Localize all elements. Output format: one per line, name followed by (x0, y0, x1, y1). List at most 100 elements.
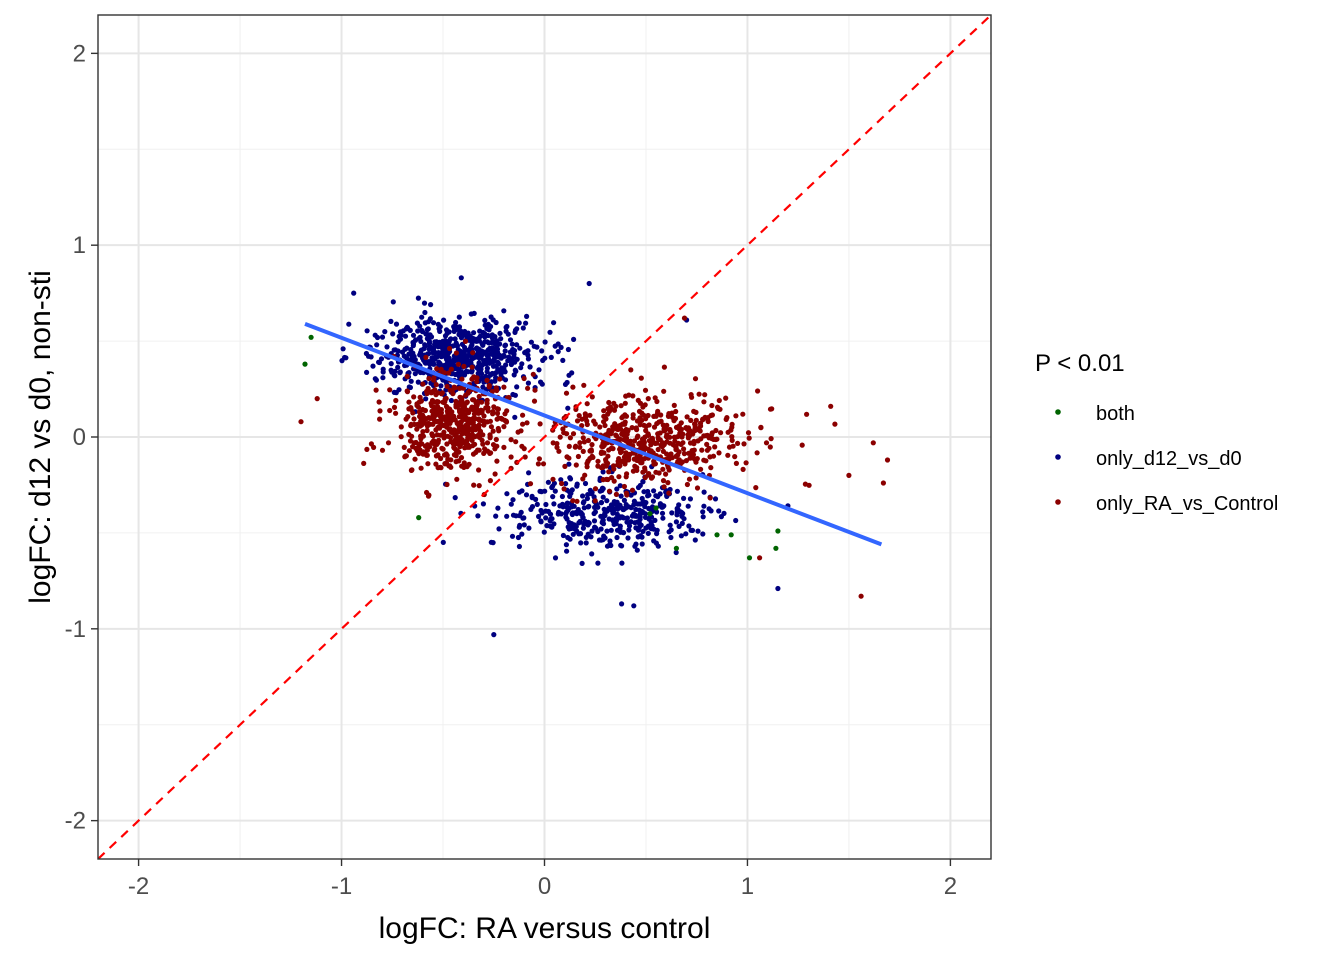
y-axis-ticks: -2 -1 0 1 2 (65, 40, 98, 835)
data-point-only_d12_vs_d0 (545, 479, 552, 485)
data-point-only_RA_vs_Control (623, 393, 629, 399)
data-point-only_RA_vs_Control (605, 453, 611, 459)
data-point-only_RA_vs_Control (660, 478, 667, 484)
data-point-only_RA_vs_Control (667, 440, 673, 446)
data-point-only_d12_vs_d0 (417, 323, 423, 329)
identity-line (98, 15, 991, 859)
data-point-only_d12_vs_d0 (600, 469, 606, 475)
data-point-both (308, 334, 314, 340)
x-tick-label: -1 (331, 873, 352, 900)
data-point-only_RA_vs_Control (456, 407, 463, 413)
data-point-only_d12_vs_d0 (653, 493, 659, 499)
data-point-only_RA_vs_Control (649, 475, 655, 481)
data-point-only_d12_vs_d0 (512, 367, 518, 373)
data-point-only_RA_vs_Control (405, 414, 411, 420)
data-point-only_RA_vs_Control (690, 454, 696, 460)
data-point-only_RA_vs_Control (385, 440, 392, 446)
data-point-only_RA_vs_Control (450, 391, 456, 397)
data-point-only_d12_vs_d0 (393, 321, 400, 327)
data-point-only_RA_vs_Control (518, 428, 524, 434)
data-point-only_RA_vs_Control (619, 431, 625, 437)
data-point-only_d12_vs_d0 (382, 329, 388, 335)
data-point-only_RA_vs_Control (361, 460, 367, 466)
data-point-only_d12_vs_d0 (505, 358, 511, 364)
data-point-only_RA_vs_Control (681, 446, 687, 452)
data-point-only_RA_vs_Control (654, 440, 660, 446)
data-point-only_d12_vs_d0 (479, 352, 485, 358)
data-point-only_RA_vs_Control (471, 411, 477, 417)
data-point-only_d12_vs_d0 (351, 290, 357, 296)
data-point-only_RA_vs_Control (567, 435, 574, 441)
data-point-both (714, 532, 720, 538)
data-point-only_d12_vs_d0 (429, 356, 435, 362)
data-point-only_d12_vs_d0 (499, 365, 505, 371)
data-point-only_d12_vs_d0 (408, 347, 414, 353)
data-point-only_RA_vs_Control (692, 422, 698, 428)
data-point-only_RA_vs_Control (668, 429, 674, 435)
data-point-only_d12_vs_d0 (407, 384, 413, 391)
data-point-only_d12_vs_d0 (460, 355, 466, 361)
data-point-only_RA_vs_Control (418, 433, 424, 439)
data-point-only_d12_vs_d0 (657, 501, 664, 507)
data-point-only_RA_vs_Control (691, 447, 697, 453)
data-point-only_RA_vs_Control (484, 377, 490, 383)
data-point-only_RA_vs_Control (655, 408, 661, 414)
data-point-only_RA_vs_Control (463, 422, 469, 428)
data-point-only_RA_vs_Control (642, 387, 649, 393)
data-point-only_d12_vs_d0 (497, 354, 503, 360)
data-point-only_RA_vs_Control (701, 399, 707, 405)
data-point-only_d12_vs_d0 (457, 329, 463, 335)
data-point-only_d12_vs_d0 (528, 339, 535, 345)
data-point-only_d12_vs_d0 (390, 299, 396, 305)
data-point-only_d12_vs_d0 (397, 370, 403, 376)
data-point-only_RA_vs_Control (444, 481, 450, 488)
data-point-only_d12_vs_d0 (580, 525, 587, 531)
data-point-only_RA_vs_Control (501, 444, 507, 450)
data-point-only_RA_vs_Control (660, 466, 666, 472)
data-point-only_RA_vs_Control (592, 486, 599, 492)
data-point-only_d12_vs_d0 (654, 531, 660, 537)
data-point-only_RA_vs_Control (636, 408, 643, 414)
data-point-only_d12_vs_d0 (372, 332, 378, 338)
data-point-only_d12_vs_d0 (614, 486, 620, 492)
data-point-only_RA_vs_Control (434, 366, 440, 372)
data-point-only_d12_vs_d0 (578, 540, 584, 546)
data-point-only_d12_vs_d0 (519, 361, 525, 367)
data-point-only_d12_vs_d0 (645, 493, 651, 499)
data-point-only_d12_vs_d0 (580, 493, 586, 499)
data-point-only_RA_vs_Control (686, 476, 693, 482)
data-point-only_d12_vs_d0 (484, 365, 490, 371)
data-point-only_d12_vs_d0 (545, 508, 552, 515)
data-point-only_RA_vs_Control (456, 421, 462, 427)
data-point-only_RA_vs_Control (592, 498, 598, 504)
data-point-only_RA_vs_Control (417, 394, 423, 400)
data-point-only_RA_vs_Control (712, 444, 718, 450)
data-point-only_RA_vs_Control (433, 392, 439, 398)
data-point-only_RA_vs_Control (439, 445, 445, 451)
data-point-only_RA_vs_Control (579, 416, 585, 422)
data-point-only_RA_vs_Control (687, 428, 693, 434)
data-point-only_RA_vs_Control (767, 444, 773, 450)
data-point-only_d12_vs_d0 (552, 488, 558, 494)
data-point-only_RA_vs_Control (379, 447, 386, 453)
data-point-only_d12_vs_d0 (395, 339, 401, 345)
data-point-only_RA_vs_Control (637, 422, 643, 428)
data-point-only_d12_vs_d0 (517, 345, 523, 351)
data-point-only_RA_vs_Control (520, 421, 526, 427)
data-point-only_d12_vs_d0 (543, 501, 549, 508)
data-point-only_RA_vs_Control (472, 441, 478, 447)
data-point-only_RA_vs_Control (708, 412, 714, 419)
data-point-only_RA_vs_Control (451, 384, 457, 390)
data-point-only_d12_vs_d0 (538, 519, 544, 525)
data-point-only_RA_vs_Control (623, 490, 630, 496)
data-point-only_RA_vs_Control (535, 461, 542, 467)
data-point-only_RA_vs_Control (623, 426, 629, 433)
data-point-only_d12_vs_d0 (437, 339, 443, 345)
data-point-only_RA_vs_Control (613, 491, 620, 497)
data-point-only_d12_vs_d0 (474, 345, 480, 351)
data-point-only_RA_vs_Control (754, 450, 760, 456)
data-point-only_d12_vs_d0 (580, 500, 587, 506)
data-point-only_RA_vs_Control (442, 461, 448, 467)
data-point-only_RA_vs_Control (570, 498, 576, 504)
data-point-only_RA_vs_Control (438, 407, 444, 413)
